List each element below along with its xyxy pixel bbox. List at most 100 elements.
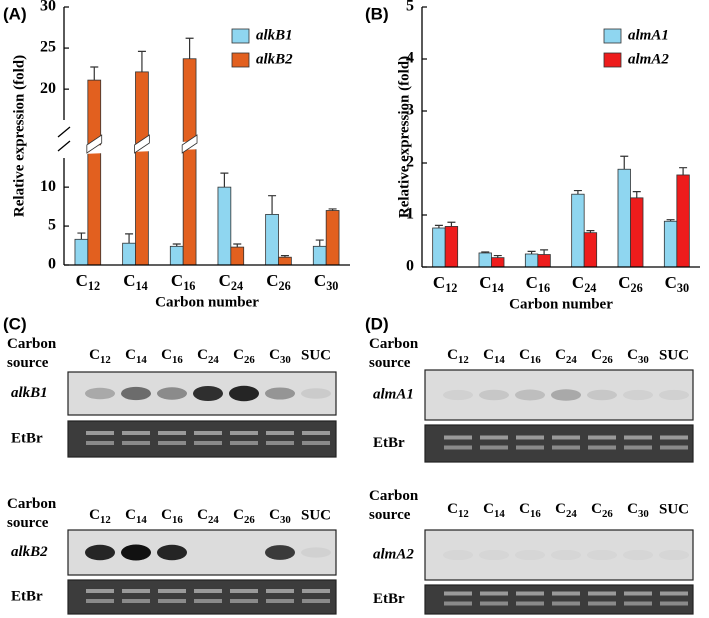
rrna-band bbox=[302, 599, 330, 603]
rrna-band bbox=[624, 435, 652, 440]
rrna-band bbox=[480, 445, 508, 450]
lane-label: SUC bbox=[301, 507, 331, 523]
rrna-band bbox=[660, 445, 688, 450]
error-bar bbox=[137, 50, 146, 72]
bar bbox=[444, 226, 459, 268]
band bbox=[551, 389, 581, 401]
rrna-band bbox=[480, 601, 508, 606]
rrna-band bbox=[122, 589, 150, 593]
panel-label: (C) bbox=[3, 314, 27, 333]
legend-label: almA1 bbox=[628, 27, 669, 43]
rrna-band bbox=[588, 601, 616, 606]
x-tick-label: C24 bbox=[219, 271, 244, 293]
y-axis-title: Relative expression (fold) bbox=[11, 55, 27, 217]
band bbox=[587, 389, 617, 401]
band bbox=[193, 385, 223, 402]
lane-label: C26 bbox=[233, 347, 255, 366]
x-axis-title: Carbon number bbox=[509, 296, 613, 312]
band bbox=[443, 550, 473, 560]
band bbox=[229, 385, 259, 402]
rrna-band bbox=[302, 441, 330, 445]
band bbox=[659, 550, 689, 560]
rrna-band bbox=[86, 589, 114, 593]
row-label: almA2 bbox=[373, 546, 414, 562]
rrna-band bbox=[266, 441, 294, 445]
rrna-band bbox=[480, 591, 508, 596]
panel-label: (B) bbox=[365, 4, 389, 23]
lane-label: C26 bbox=[233, 507, 255, 526]
error-bar bbox=[481, 251, 490, 253]
rrna-band bbox=[302, 589, 330, 593]
rrna-band bbox=[516, 591, 544, 596]
gel-header: Carbon source bbox=[7, 336, 60, 371]
y-tick-label: 3 bbox=[406, 102, 414, 119]
rrna-band bbox=[588, 435, 616, 440]
row-label: almA1 bbox=[373, 386, 414, 402]
legend-swatch bbox=[231, 28, 250, 44]
bar bbox=[182, 58, 197, 266]
etbr-gel bbox=[67, 579, 337, 615]
rrna-band bbox=[194, 441, 222, 445]
rrna-band bbox=[660, 601, 688, 606]
rrna-band bbox=[158, 599, 186, 603]
rrna-band bbox=[588, 591, 616, 596]
band bbox=[301, 388, 331, 399]
band bbox=[265, 545, 295, 560]
rrna-band bbox=[624, 445, 652, 450]
rrna-band bbox=[624, 601, 652, 606]
band bbox=[587, 550, 617, 560]
bar-break bbox=[181, 134, 198, 154]
row-label: EtBr bbox=[11, 430, 43, 446]
error-bar bbox=[328, 208, 337, 211]
x-tick-label: C16 bbox=[526, 273, 551, 295]
error-bar bbox=[125, 233, 134, 244]
legend-label: almA2 bbox=[628, 51, 669, 67]
lane-label: C14 bbox=[125, 507, 147, 526]
bar bbox=[524, 253, 539, 268]
error-bar bbox=[280, 255, 289, 258]
y-tick-label: 5 bbox=[48, 217, 56, 234]
y-tick-label: 1 bbox=[406, 206, 414, 223]
lane-label: C12 bbox=[89, 507, 111, 526]
lane-label: C24 bbox=[555, 501, 577, 520]
bar bbox=[325, 210, 340, 266]
y-tick-label: 4 bbox=[406, 50, 414, 67]
band bbox=[659, 389, 689, 401]
bar bbox=[663, 220, 678, 268]
x-tick-label: C24 bbox=[572, 273, 597, 295]
gel-header: Carbon source bbox=[369, 336, 422, 371]
bar bbox=[478, 252, 492, 268]
rrna-band bbox=[230, 599, 258, 603]
x-tick-label: C14 bbox=[479, 273, 504, 295]
bar bbox=[571, 193, 585, 268]
rrna-band bbox=[194, 599, 222, 603]
lane-label: C30 bbox=[269, 507, 291, 526]
row-label: alkB2 bbox=[11, 544, 48, 560]
rrna-band bbox=[444, 601, 472, 606]
error-bar bbox=[434, 224, 443, 228]
rrna-band bbox=[266, 431, 294, 435]
bar bbox=[583, 232, 598, 268]
row-label: EtBr bbox=[11, 588, 43, 604]
bar-break bbox=[134, 134, 150, 154]
lane-label: C16 bbox=[161, 347, 183, 366]
rrna-band bbox=[266, 589, 294, 593]
band bbox=[85, 544, 115, 561]
band bbox=[479, 389, 509, 401]
lane-label: C24 bbox=[197, 347, 219, 366]
bar bbox=[169, 245, 184, 266]
legend-label: alkB2 bbox=[256, 51, 293, 67]
rrna-band bbox=[194, 431, 222, 435]
lane-label: C16 bbox=[161, 507, 183, 526]
lane-label: C12 bbox=[89, 347, 111, 366]
etbr-gel bbox=[67, 420, 337, 458]
bar bbox=[217, 186, 232, 266]
band bbox=[479, 550, 509, 560]
row-label: EtBr bbox=[373, 591, 405, 607]
band bbox=[301, 547, 331, 558]
error-bar bbox=[220, 172, 229, 188]
rrna-band bbox=[230, 589, 258, 593]
rrna-band bbox=[158, 589, 186, 593]
x-tick-label: C26 bbox=[266, 271, 291, 293]
